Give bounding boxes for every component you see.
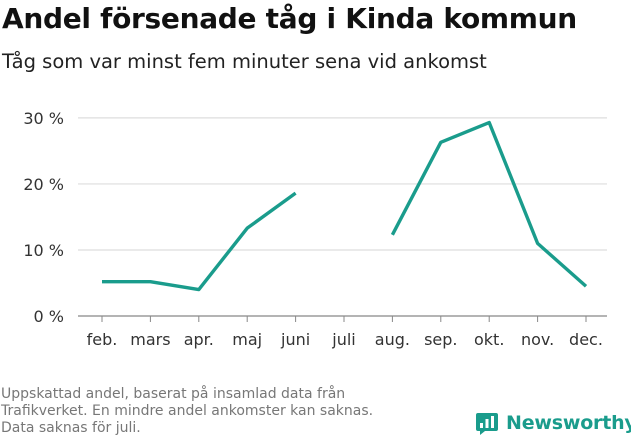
series-line-segment [390,120,588,288]
x-tick-label: juni [280,330,310,349]
source-line: Trafikverket. En mindre andel ankomster … [1,403,374,419]
bar-chart-icon [476,413,498,435]
x-axis-ticks: feb. mars apr. maj juni juli aug. sep. okt. nov. d… [87,316,603,349]
x-tick-label: mars [130,330,170,349]
series-lines [102,120,588,292]
y-tick-label: 10 % [23,241,64,260]
x-tick-label: maj [232,330,262,349]
source-line: Uppskattad andel, baserat på insamlad da… [1,386,346,402]
x-tick-label: sep. [424,330,457,349]
grid-lines [78,117,607,317]
y-tick-label: 30 % [23,109,64,128]
line-chart: 0 % 10 % 20 % 30 % feb. mars apr. maj juni juli a… [23,109,607,349]
x-tick-label: aug. [375,330,410,349]
y-tick-label: 0 % [34,307,64,326]
chart-title: Andel försenade tåg i Kinda kommun [2,2,577,35]
y-tick-label: 20 % [23,175,64,194]
chart-subtitle: Tåg som var minst fem minuter sena vid a… [2,50,487,73]
x-tick-label: feb. [87,330,118,349]
x-tick-label: juli [331,330,355,349]
x-tick-label: nov. [521,330,554,349]
x-tick-label: okt. [474,330,504,349]
source-note: Uppskattad andel, baserat på insamlad da… [1,386,441,437]
y-axis-ticks: 0 % 10 % 20 % 30 % [23,109,64,326]
series-line-segment [102,191,297,292]
logo-text: Newsworthy [506,412,631,434]
x-tick-label: apr. [184,330,214,349]
source-line: Data saknas för juli. [1,420,141,436]
x-tick-label: dec. [569,330,603,349]
newsworthy-logo: Newsworthy [476,408,631,438]
